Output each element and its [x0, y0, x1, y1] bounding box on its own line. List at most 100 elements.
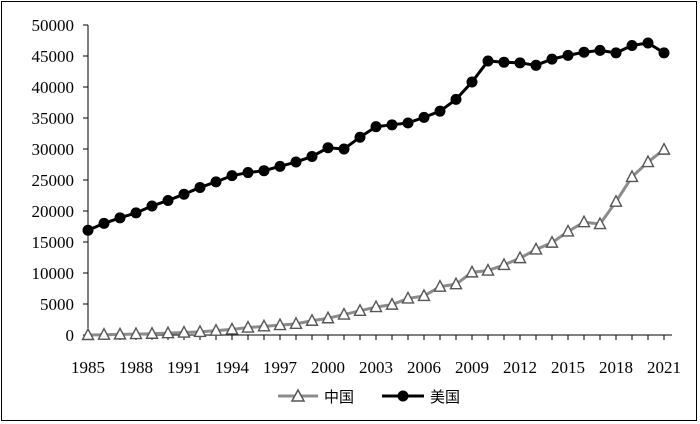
data-point-china — [113, 326, 127, 340]
data-point-usa — [482, 55, 494, 67]
data-point-usa — [418, 111, 430, 123]
y-tick-label: 50000 — [32, 16, 75, 35]
data-point-china — [225, 321, 239, 335]
data-point-usa — [466, 76, 478, 88]
data-point-usa — [642, 37, 654, 49]
data-point-usa — [146, 200, 158, 212]
series-points — [81, 37, 671, 341]
data-point-china — [657, 142, 671, 155]
x-axis-ticks: 1985 1988 1991 1994 1997 2000 2003 2006 2009 2012… — [71, 335, 681, 377]
data-point-china — [289, 316, 303, 330]
x-tick-label: 2009 — [455, 358, 489, 377]
data-point-usa — [306, 150, 318, 162]
data-point-usa — [178, 188, 190, 200]
data-point-usa — [514, 57, 526, 69]
data-point-usa — [562, 49, 574, 61]
data-point-usa — [130, 207, 142, 219]
series-lines — [87, 41, 665, 337]
data-point-usa — [226, 170, 238, 182]
data-point-china — [513, 250, 527, 264]
data-point-china — [545, 235, 559, 248]
data-point-china — [449, 276, 463, 290]
data-point-china — [369, 299, 383, 313]
legend: 中国 美国 — [278, 388, 460, 406]
data-point-china — [257, 318, 271, 332]
data-point-usa — [258, 165, 270, 177]
data-point-china — [97, 327, 111, 340]
data-point-usa — [658, 47, 670, 59]
x-tick-label: 2015 — [551, 358, 585, 377]
legend-usa-label: 美国 — [430, 388, 460, 406]
data-point-china — [465, 264, 479, 278]
legend-item-china: 中国 — [278, 388, 354, 406]
data-point-usa — [434, 105, 446, 117]
x-tick-label: 1997 — [263, 358, 298, 377]
y-axis-ticks: 0 5000 10000 15000 20000 25000 30000 35000 40000… — [32, 16, 88, 345]
x-tick-label: 2021 — [647, 358, 681, 377]
data-point-china — [641, 154, 655, 168]
series-line-1 — [87, 41, 665, 232]
x-tick-label: 2012 — [503, 358, 537, 377]
data-point-usa — [162, 194, 174, 206]
data-point-china — [609, 194, 623, 207]
data-point-usa — [322, 142, 334, 154]
data-point-usa — [210, 176, 222, 188]
data-point-china — [497, 257, 511, 271]
data-point-china — [129, 326, 143, 340]
data-point-usa — [402, 117, 414, 129]
data-point-usa — [546, 53, 558, 65]
data-point-china — [177, 325, 191, 338]
data-point-usa — [98, 217, 110, 229]
y-tick-label: 5000 — [40, 295, 74, 314]
data-point-usa — [290, 156, 302, 168]
data-point-china — [81, 327, 95, 341]
y-tick-label: 45000 — [32, 47, 75, 66]
data-point-china — [337, 307, 351, 320]
data-point-china — [273, 317, 287, 331]
y-tick-label: 15000 — [32, 233, 75, 252]
x-tick-label: 2006 — [407, 358, 441, 377]
data-point-china — [321, 310, 335, 324]
y-tick-label: 35000 — [32, 109, 75, 128]
data-point-china — [385, 297, 399, 310]
x-tick-label: 1994 — [215, 358, 250, 377]
data-point-usa — [82, 224, 94, 236]
data-point-usa — [610, 47, 622, 59]
data-point-china — [417, 288, 431, 302]
data-point-china — [593, 216, 607, 230]
data-point-china — [561, 223, 575, 237]
data-point-china — [209, 323, 223, 336]
y-tick-label: 40000 — [32, 78, 75, 97]
data-point-usa — [530, 59, 542, 71]
data-point-china — [145, 326, 159, 339]
data-point-usa — [498, 56, 510, 68]
legend-item-usa: 美国 — [382, 388, 460, 406]
data-point-china — [305, 313, 319, 326]
axes — [87, 25, 672, 336]
y-tick-label: 10000 — [32, 264, 75, 283]
data-point-usa — [274, 160, 286, 172]
data-point-china — [433, 279, 447, 292]
data-point-china — [401, 290, 415, 304]
data-point-china — [241, 320, 255, 333]
y-tick-label: 30000 — [32, 140, 75, 159]
data-point-china — [193, 324, 207, 338]
data-point-usa — [594, 44, 606, 56]
data-point-usa — [114, 212, 126, 224]
legend-china-marker — [290, 388, 306, 402]
data-point-usa — [626, 39, 638, 51]
data-point-china — [625, 169, 639, 183]
x-tick-label: 1991 — [167, 358, 201, 377]
data-point-china — [353, 303, 367, 317]
data-point-china — [577, 214, 591, 228]
x-tick-label: 2000 — [311, 358, 345, 377]
data-point-china — [161, 325, 175, 339]
x-tick-label: 2003 — [359, 358, 393, 377]
data-point-usa — [450, 93, 462, 105]
x-tick-label: 2018 — [599, 358, 633, 377]
data-point-usa — [194, 181, 206, 193]
y-tick-label: 25000 — [32, 171, 75, 190]
y-tick-label: 0 — [66, 326, 75, 345]
